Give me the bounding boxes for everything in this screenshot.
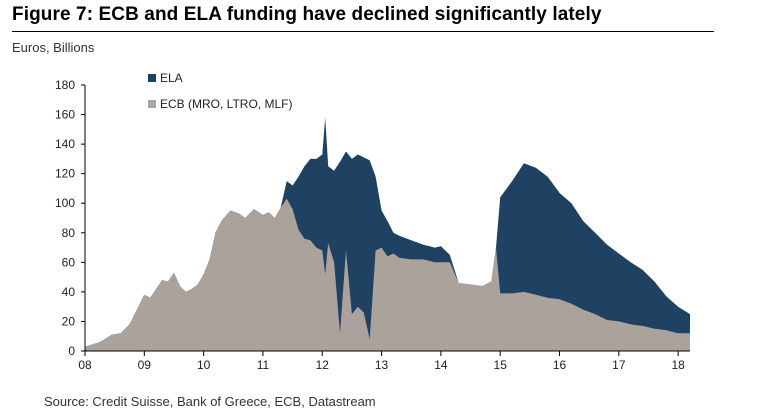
x-tick-label: 14 [434, 358, 448, 372]
series-area-ecb [85, 198, 690, 351]
x-tick-label: 13 [375, 358, 389, 372]
x-tick-label: 17 [612, 358, 626, 372]
x-tick-label: 15 [494, 358, 508, 372]
chart-legend: ELA ECB (MRO, LTRO, MLF) [148, 71, 292, 111]
chart-areas [85, 117, 690, 351]
legend-swatch-ecb [148, 100, 156, 108]
x-tick-label: 09 [138, 358, 152, 372]
y-tick-label: 160 [55, 108, 75, 122]
units-label: Euros, Billions [12, 40, 95, 55]
title-divider [12, 31, 714, 32]
y-tick-label: 80 [62, 226, 76, 240]
legend-label-ecb: ECB (MRO, LTRO, MLF) [160, 97, 292, 111]
y-tick-label: 60 [62, 255, 76, 269]
chart-axes: 0 20 40 60 80 100 120 140 160 180 08 09 10 11 12 13 14 15… [55, 78, 690, 372]
y-tick-label: 120 [55, 167, 75, 181]
legend-label-ela: ELA [160, 71, 183, 85]
source-note: Source: Credit Suisse, Bank of Greece, E… [44, 394, 376, 409]
x-tick-label: 08 [78, 358, 92, 372]
y-tick-label: 0 [68, 344, 75, 358]
x-tick-label: 16 [553, 358, 567, 372]
y-tick-label: 20 [62, 314, 76, 328]
legend-swatch-ela [148, 74, 156, 82]
figure-title: Figure 7: ECB and ELA funding have decli… [12, 4, 602, 25]
y-tick-label: 180 [55, 78, 75, 92]
y-tick-label: 140 [55, 137, 75, 151]
x-tick-label: 18 [671, 358, 685, 372]
x-tick-label: 11 [257, 358, 270, 372]
y-tick-label: 100 [55, 196, 75, 210]
y-tick-label: 40 [62, 285, 76, 299]
x-tick-label: 12 [316, 358, 330, 372]
x-tick-label: 10 [197, 358, 211, 372]
